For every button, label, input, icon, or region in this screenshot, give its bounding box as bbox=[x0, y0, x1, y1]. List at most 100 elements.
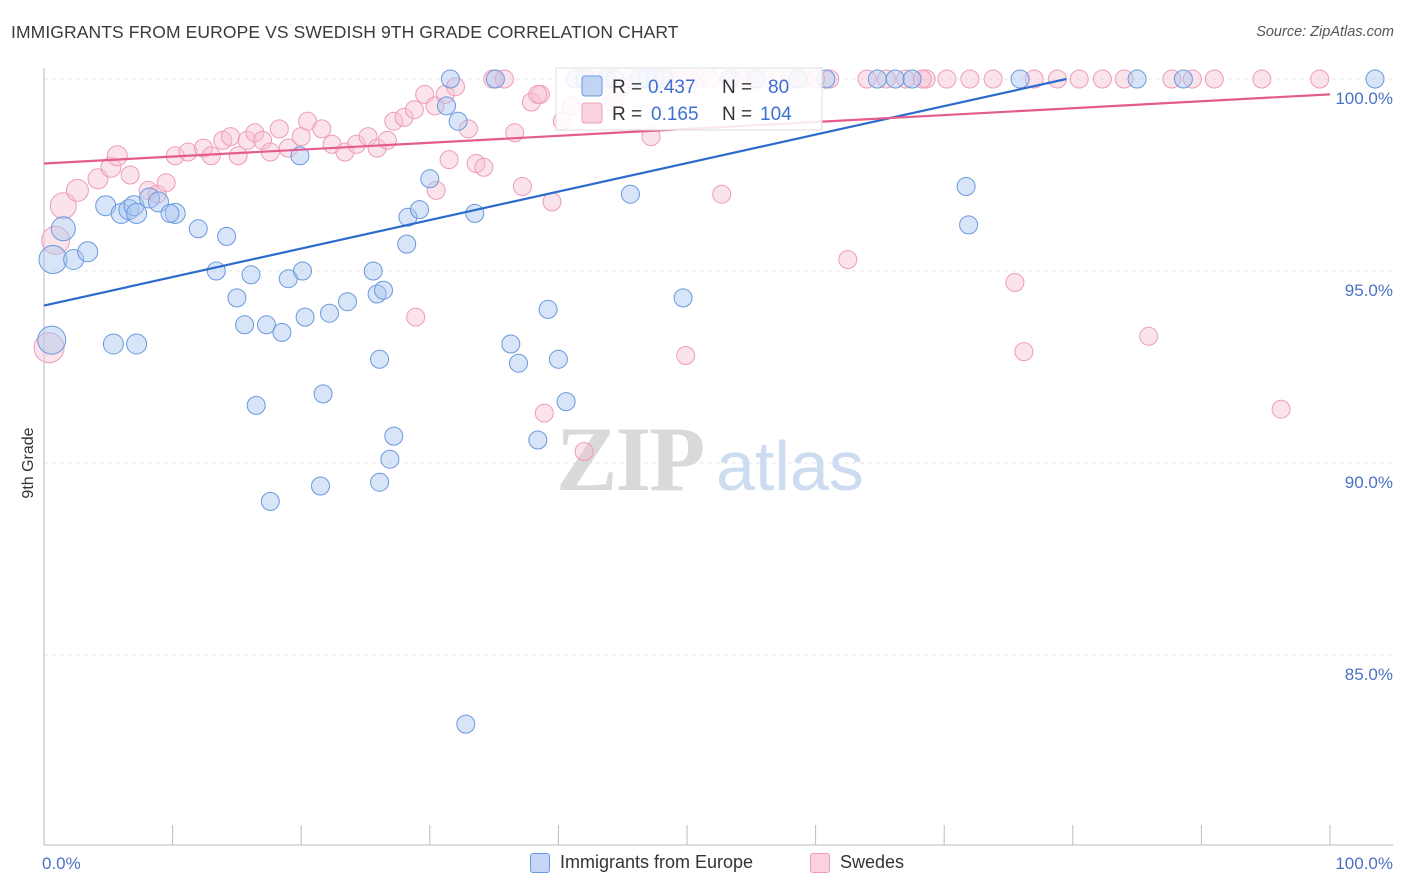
swedes-point-49 bbox=[542, 192, 562, 212]
immigrants-point-34 bbox=[367, 284, 387, 304]
immigrants-point-12 bbox=[164, 202, 186, 224]
immigrants-point-51 bbox=[509, 353, 528, 373]
legend-r-label-blue: R = bbox=[612, 77, 642, 98]
legend-swatch-blue bbox=[581, 75, 603, 97]
swedes-point-35 bbox=[404, 100, 424, 120]
legend-label-immigrants: Immigrants from Europe bbox=[560, 852, 754, 872]
immigrants-point-30 bbox=[246, 395, 266, 415]
series-legend: Immigrants from Europe Swedes bbox=[0, 852, 1406, 878]
swedes-point-102 bbox=[534, 403, 554, 423]
immigrants-point-46 bbox=[440, 69, 460, 89]
immigrants-point-78 bbox=[1365, 69, 1385, 89]
swedes-point-77 bbox=[857, 69, 877, 89]
immigrants-point-40 bbox=[370, 472, 390, 492]
swedes-point-19 bbox=[245, 123, 265, 143]
chart-title: IMMIGRANTS FROM EUROPE VS SWEDISH 9TH GR… bbox=[11, 22, 679, 42]
legend-swatch-pink bbox=[581, 102, 603, 124]
immigrants-point-73 bbox=[956, 177, 976, 196]
immigrants-point-21 bbox=[241, 265, 261, 285]
immigrants-point-15 bbox=[160, 203, 180, 223]
legend-n-label-blue: N = bbox=[722, 77, 752, 98]
swedes-point-84 bbox=[1005, 273, 1025, 292]
watermark-zip: ZIP bbox=[556, 408, 703, 510]
immigrants-point-18 bbox=[217, 226, 237, 246]
immigrants-point-49 bbox=[485, 69, 505, 89]
swedes-point-42 bbox=[474, 157, 494, 177]
immigrants-point-0 bbox=[37, 325, 67, 355]
immigrants-trend-line bbox=[43, 77, 1067, 307]
swedes-point-2 bbox=[49, 192, 77, 220]
swedes-point-6 bbox=[106, 145, 128, 167]
swedes-point-92 bbox=[1162, 69, 1182, 89]
legend-n-value-blue: 80 bbox=[768, 77, 789, 98]
swedes-point-81 bbox=[937, 69, 957, 89]
immigrants-point-5 bbox=[95, 195, 117, 217]
y-tick-label-0: 100.0% bbox=[1335, 89, 1393, 108]
swedes-point-76 bbox=[838, 250, 858, 269]
swedes-point-10 bbox=[156, 173, 176, 193]
immigrants-point-1 bbox=[38, 245, 68, 274]
swedes-point-87 bbox=[1047, 69, 1067, 89]
swedes-point-82 bbox=[960, 69, 980, 89]
swedes-point-33 bbox=[384, 111, 404, 131]
swedes-point-104 bbox=[676, 346, 696, 365]
immigrants-point-4 bbox=[77, 241, 99, 263]
swedes-point-79 bbox=[896, 69, 916, 89]
swedes-point-83 bbox=[983, 69, 1003, 89]
immigrants-point-41 bbox=[397, 234, 417, 254]
immigrants-point-8 bbox=[123, 195, 145, 217]
legend-r-value-pink: 0.165 bbox=[651, 104, 699, 125]
immigrants-point-75 bbox=[1010, 69, 1030, 89]
swedes-point-91 bbox=[1139, 326, 1159, 346]
immigrants-point-47 bbox=[448, 111, 468, 131]
y-tick-label-2: 90.0% bbox=[1345, 473, 1393, 492]
immigrants-point-23 bbox=[272, 322, 292, 342]
swedes-point-20 bbox=[253, 130, 273, 150]
immigrants-point-31 bbox=[313, 384, 333, 404]
immigrants-point-32 bbox=[260, 491, 280, 511]
legend-n-value-pink: 104 bbox=[760, 104, 792, 125]
watermark: ZIP atlas bbox=[556, 408, 864, 510]
swedes-point-96 bbox=[1271, 399, 1291, 419]
legend-swatch-immigrants bbox=[530, 852, 550, 873]
swedes-point-3 bbox=[65, 178, 89, 202]
legend-r-value-blue: 0.437 bbox=[648, 77, 696, 98]
swedes-point-26 bbox=[312, 119, 332, 139]
swedes-point-99 bbox=[426, 180, 446, 200]
immigrants-point-9 bbox=[126, 202, 148, 224]
immigrants-point-14 bbox=[126, 333, 148, 355]
legend-r-label-pink: R = bbox=[612, 104, 642, 125]
immigrants-point-71 bbox=[885, 69, 905, 89]
legend-item-swedes[interactable]: Swedes bbox=[810, 852, 904, 873]
y-axis-title: 9th Grade bbox=[20, 427, 37, 498]
swedes-point-66 bbox=[712, 184, 732, 204]
y-tick-label-1: 95.0% bbox=[1345, 281, 1393, 300]
immigrants-point-29 bbox=[338, 292, 357, 312]
immigrants-point-3 bbox=[63, 249, 85, 270]
swedes-point-22 bbox=[269, 119, 289, 139]
swedes-point-46 bbox=[512, 177, 532, 196]
swedes-point-18 bbox=[237, 130, 257, 150]
swedes-point-98 bbox=[406, 307, 426, 327]
legend-swatch-swedes bbox=[810, 852, 830, 873]
immigrants-point-16 bbox=[188, 219, 208, 239]
swedes-point-32 bbox=[377, 130, 397, 150]
swedes-point-1 bbox=[41, 225, 71, 255]
swedes-point-23 bbox=[278, 138, 298, 158]
swedes-point-16 bbox=[221, 127, 240, 147]
immigrants-point-33 bbox=[311, 476, 330, 496]
legend-item-immigrants[interactable]: Immigrants from Europe bbox=[530, 852, 753, 873]
immigrants-point-35 bbox=[374, 280, 393, 300]
immigrants-point-27 bbox=[295, 307, 315, 327]
immigrants-point-53 bbox=[538, 299, 558, 319]
immigrants-point-72 bbox=[902, 69, 922, 89]
immigrants-point-36 bbox=[363, 261, 383, 281]
swedes-point-12 bbox=[178, 142, 198, 162]
immigrants-point-42 bbox=[398, 207, 418, 227]
immigrants-point-38 bbox=[384, 426, 404, 446]
immigrants-point-79 bbox=[456, 714, 476, 734]
immigrants-point-25 bbox=[293, 261, 312, 281]
swedes-point-89 bbox=[1092, 69, 1112, 89]
immigrants-point-70 bbox=[867, 69, 887, 89]
immigrants-point-17 bbox=[206, 261, 226, 281]
